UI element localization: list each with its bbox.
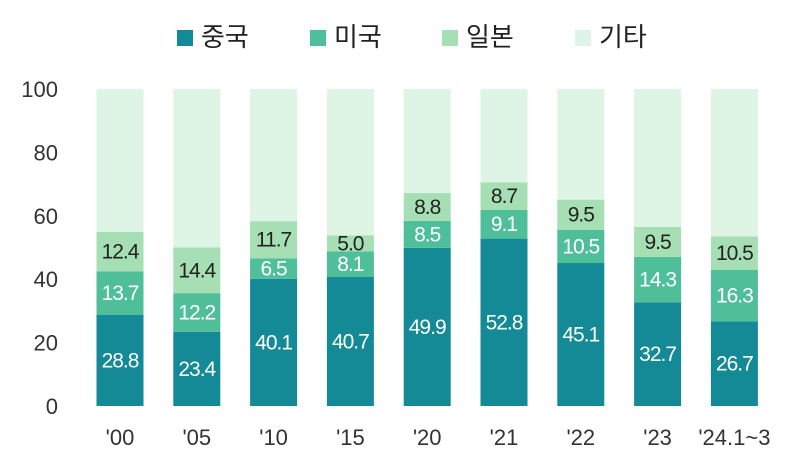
legend-label: 일본	[466, 23, 514, 53]
data-label: 5.0	[337, 232, 364, 255]
legend-swatch	[575, 30, 591, 46]
bar-segment	[710, 269, 758, 322]
bar-segment	[96, 89, 144, 232]
bar-segment	[634, 226, 682, 258]
data-label: 28.8	[102, 349, 139, 372]
bar-segment	[557, 229, 605, 264]
legend-label: 미국	[334, 23, 382, 53]
bar-segment	[710, 321, 758, 406]
legend-swatch	[177, 30, 193, 46]
x-tick-label: '21	[490, 425, 519, 450]
y-tick-label: 20	[34, 331, 58, 356]
bar-segment	[480, 89, 528, 183]
data-label: 8.1	[337, 253, 364, 276]
data-label: 12.2	[178, 301, 215, 324]
legend-swatch	[310, 30, 326, 46]
bar-segment	[250, 278, 298, 406]
y-tick-label: 0	[46, 394, 58, 419]
data-label: 9.5	[568, 204, 595, 227]
bar-segment	[96, 231, 144, 272]
bar-segment	[557, 199, 605, 230]
bar-segment	[403, 247, 451, 406]
data-label: 14.4	[178, 259, 216, 282]
data-label: 9.5	[644, 231, 671, 254]
data-label: 8.5	[414, 223, 441, 246]
x-axis: '00 '05 '10 '15 '20 '21 '22 '23 '24.1~3	[106, 425, 771, 450]
bar-segment	[173, 89, 221, 248]
legend-label: 기타	[599, 23, 647, 53]
data-label: 40.1	[255, 331, 292, 354]
bar-segment	[250, 258, 298, 279]
data-label: 52.8	[486, 311, 523, 334]
x-tick-label: '20	[413, 425, 442, 450]
bar-segment	[557, 263, 605, 406]
bar-segment	[96, 271, 144, 315]
data-label: 14.3	[639, 269, 676, 292]
x-tick-label: '05	[182, 425, 211, 450]
bar-segment	[326, 276, 374, 406]
legend: 중국 미국 일본 기타	[177, 23, 647, 53]
x-tick-label: '22	[566, 425, 595, 450]
bars: 28.8 13.7 12.4 23.4 12.2 14.4 40.1 6.5 11.7 40.7 8…	[96, 89, 758, 406]
bar-segment	[403, 89, 451, 193]
bar-segment	[557, 89, 605, 200]
data-label: 13.7	[102, 282, 139, 305]
y-axis: 0 20 40 60 80 100	[21, 77, 58, 419]
y-tick-label: 60	[34, 204, 58, 229]
data-label: 45.1	[562, 324, 599, 347]
data-label: 10.5	[562, 235, 599, 258]
bar-segment	[403, 220, 451, 248]
x-tick-label: '24.1~3	[698, 425, 770, 450]
data-label: 49.9	[409, 316, 446, 339]
y-tick-label: 80	[34, 140, 58, 165]
bar-segment	[710, 236, 758, 270]
data-label: 8.8	[414, 196, 441, 219]
x-tick-label: '15	[336, 425, 365, 450]
data-label: 16.3	[716, 285, 753, 308]
bar-segment	[250, 89, 298, 222]
data-label: 12.4	[102, 241, 140, 264]
bar-segment	[250, 221, 298, 259]
bar-segment	[480, 209, 528, 239]
bar-segment	[710, 89, 758, 237]
bar-segment	[173, 331, 221, 406]
data-label: 26.7	[716, 353, 753, 376]
bar-segment	[403, 192, 451, 221]
bar-segment	[326, 251, 374, 277]
data-label: 9.1	[491, 213, 518, 236]
data-label: 32.7	[639, 343, 676, 366]
bar-segment	[480, 238, 528, 406]
x-tick-label: '23	[643, 425, 672, 450]
data-label: 10.5	[716, 242, 753, 265]
bar-segment	[480, 182, 528, 210]
bar-segment	[173, 247, 221, 294]
x-tick-label: '00	[106, 425, 135, 450]
data-label: 11.7	[256, 229, 292, 252]
data-label: 23.4	[178, 358, 216, 381]
bar-segment	[634, 302, 682, 406]
x-tick-label: '10	[259, 425, 288, 450]
y-tick-label: 100	[21, 77, 58, 102]
bar-segment	[96, 314, 144, 406]
y-tick-label: 40	[34, 267, 58, 292]
bar-segment	[634, 89, 682, 227]
legend-label: 중국	[201, 23, 249, 53]
legend-swatch	[442, 30, 458, 46]
data-label: 6.5	[260, 258, 287, 281]
data-label: 40.7	[332, 330, 369, 353]
bar-segment	[326, 89, 374, 236]
bar-segment	[326, 235, 374, 252]
data-label: 8.7	[491, 185, 518, 208]
bar-segment	[173, 293, 221, 332]
bar-segment	[634, 257, 682, 303]
